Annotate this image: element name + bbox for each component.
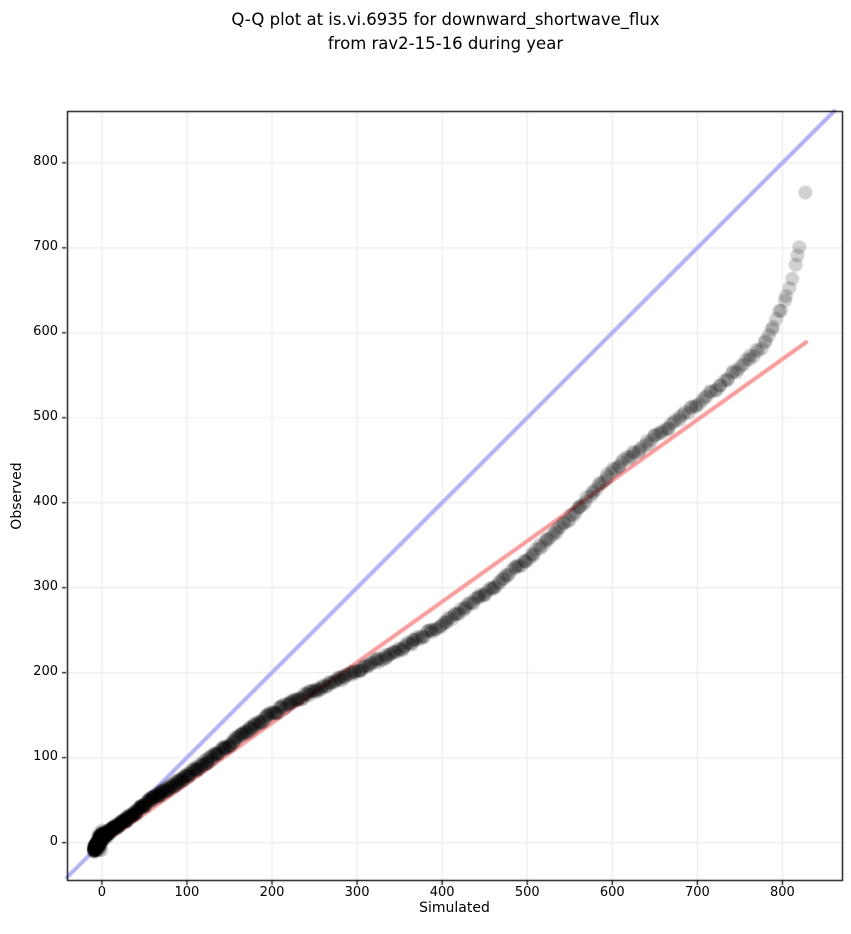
y-tick-label-600: 600 <box>33 324 58 340</box>
y-tick-label-800: 800 <box>33 154 58 170</box>
x-tick-label-500: 500 <box>514 885 540 900</box>
y-tick-label-400: 400 <box>33 494 58 510</box>
y-tick-label-700: 700 <box>33 239 58 255</box>
y-tick-label-300: 300 <box>33 579 58 595</box>
x-tick-label-200: 200 <box>259 885 285 900</box>
plot-title-line-1: Q-Q plot at is.vi.6935 for downward_shor… <box>231 10 660 29</box>
x-tick-label-300: 300 <box>344 885 370 900</box>
y-tick-label-500: 500 <box>33 409 58 425</box>
y-tick-label-200: 200 <box>33 664 58 680</box>
x-axis-label: Simulated <box>419 900 490 916</box>
plot-title-line-2: from rav2-15-16 during year <box>327 34 564 53</box>
y-tick-label-0: 0 <box>49 834 58 850</box>
x-tick-label-100: 100 <box>174 885 200 900</box>
x-tick-label-800: 800 <box>770 885 795 900</box>
x-tick-label-400: 400 <box>429 885 455 900</box>
x-tick-label-700: 700 <box>684 885 710 900</box>
x-tick-label-0: 0 <box>97 885 107 900</box>
y-tick-label-100: 100 <box>33 749 58 765</box>
x-tick-label-600: 600 <box>599 885 625 900</box>
